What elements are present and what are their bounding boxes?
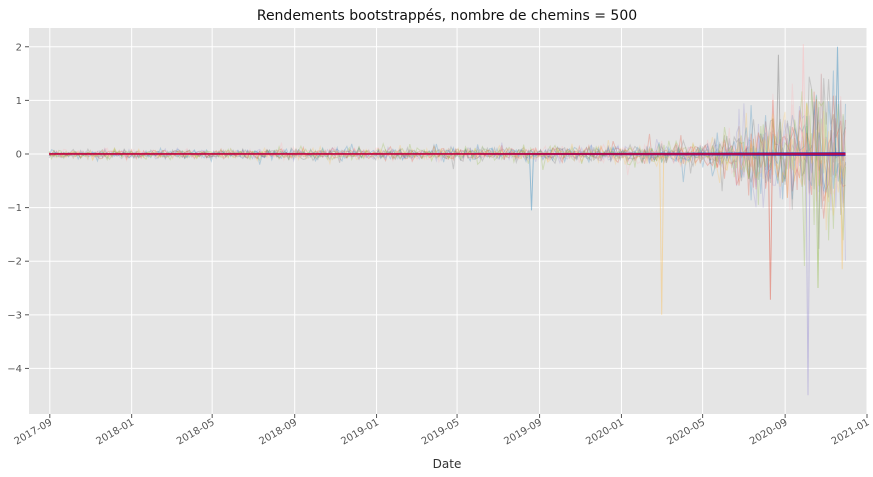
x-tick-label: 2019-05 [420,417,462,447]
bootstrap-path [49,91,846,241]
x-tick-label: 2019-09 [502,417,544,447]
extreme-spike [835,46,840,155]
y-axis: −4 −3 −2 −1 0 1 2 [7,42,29,375]
x-tick-label: 2020-01 [584,417,626,447]
extreme-spike [529,153,534,211]
extreme-spike [805,153,811,396]
x-axis-title: Date [433,457,462,471]
y-tick-label: 0 [16,149,22,160]
x-tick-label: 2018-01 [94,417,136,447]
x-axis: 2017-09 2018-01 2018-05 2018-09 2019-01 2019-… [13,414,872,447]
extreme-spike [659,153,665,315]
extreme-spike [815,153,821,289]
bootstrap-path [49,74,846,249]
x-tick-label: 2018-05 [175,417,217,447]
y-tick-label: −2 [7,257,22,268]
extreme-spike [767,153,773,300]
y-tick-label: −1 [7,203,22,214]
y-tick-label: 2 [16,42,22,53]
bootstrap-path [48,78,846,210]
extreme-spike [775,54,781,155]
y-tick-label: 1 [16,96,22,107]
plot-area [29,28,867,414]
extreme-spike [800,44,806,155]
x-tick-label: 2020-05 [665,417,707,447]
y-tick-label: −4 [7,364,22,375]
x-tick-label: 2018-09 [257,417,299,447]
x-tick-label: 2021-01 [830,417,872,447]
bootstrap-path [48,101,846,200]
x-tick-label: 2017-09 [13,417,55,447]
x-tick-label: 2020-09 [748,417,790,447]
chart-title: Rendements bootstrappés, nombre de chemi… [257,8,637,24]
y-tick-label: −3 [7,310,22,321]
extreme-spike [839,153,845,270]
x-tick-label: 2019-01 [339,417,381,447]
mean-lines [49,152,846,157]
bootstrap-path [48,102,846,203]
grid [29,28,868,414]
